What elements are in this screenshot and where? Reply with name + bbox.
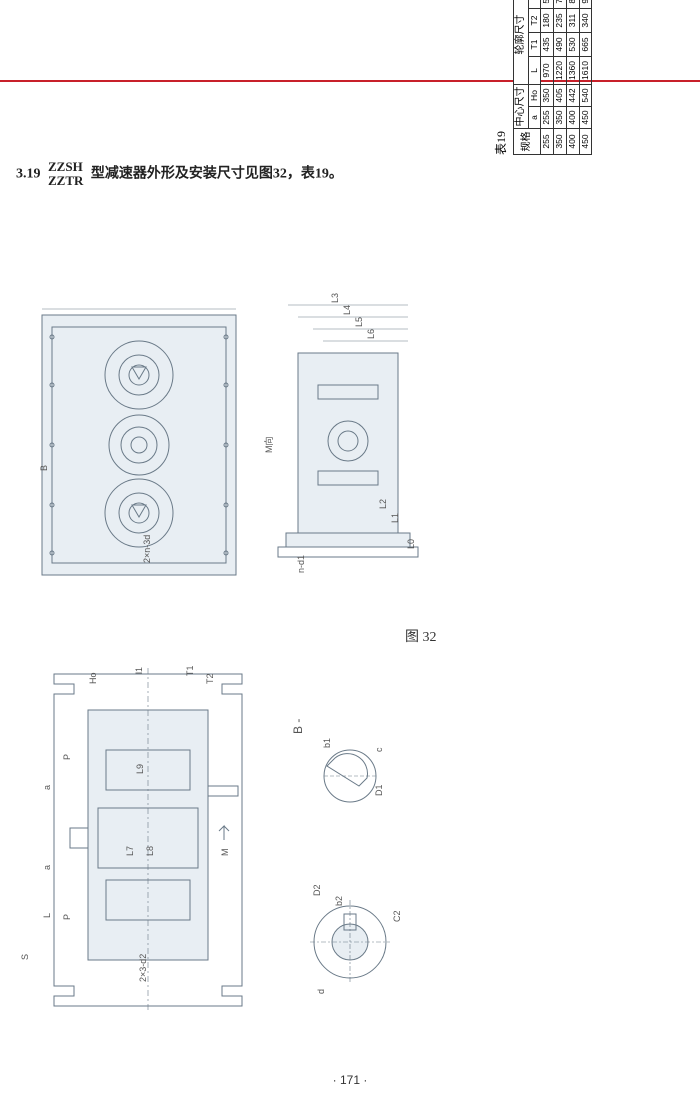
col-group-center: 中心尺寸 xyxy=(514,85,529,129)
table-cell: 560 xyxy=(541,0,554,9)
drawing-section-view: L3 L4 L5 L6 L2 L1 L0 n-d1 M向 xyxy=(258,293,428,593)
dim-nd1: n-d1 xyxy=(296,555,306,573)
table-cell: 435 xyxy=(541,33,554,57)
section-title-cn: 型减速器外形及安装尺寸见图32，表19。 xyxy=(91,167,343,182)
spec-table-wrap: 表19 单位：mm 规格 中心尺寸 轮廓尺寸 n1-d1 K 地脚螺栓 法兰连接… xyxy=(492,0,592,155)
dim-a2: a xyxy=(42,865,52,870)
table-cell: 350 xyxy=(554,107,567,129)
table-cell: 490 xyxy=(554,33,567,57)
table-cell: 255 xyxy=(541,129,554,155)
table-cell: 970 xyxy=(541,57,554,85)
top-red-rule xyxy=(0,80,700,82)
dim-l1: l1 xyxy=(134,667,144,674)
dim-L7: L7 xyxy=(125,846,135,856)
dim-S: S xyxy=(20,954,30,960)
dim-L9: L9 xyxy=(135,764,145,774)
dim-P2: P xyxy=(62,914,72,920)
table-cell: 1220 xyxy=(554,57,567,85)
table-cell: 400 xyxy=(566,107,579,129)
table-cell: 540 xyxy=(579,85,592,107)
dim-L8: L8 xyxy=(145,846,155,856)
dim-M-dir: M向 xyxy=(263,437,274,454)
dim-L4: L4 xyxy=(342,305,352,315)
dim-L: L xyxy=(42,913,52,918)
table-cell: 311 xyxy=(566,9,579,33)
dim-L6: L6 xyxy=(366,329,376,339)
drawing-detail-bb: B - B b1 c D1 xyxy=(290,718,410,828)
col-L: L xyxy=(528,57,541,85)
table-row: 25525535097043518056012-1818425350120545… xyxy=(541,0,554,155)
table-row: 400400442136053031183012-262460050014081… xyxy=(566,0,579,155)
table-caption: 表19 单位：mm xyxy=(492,0,509,155)
table-header-groups: 规格 中心尺寸 轮廓尺寸 n1-d1 K 地脚螺栓 法兰连接 高速轴伸 低速轴伸… xyxy=(514,0,529,155)
dim-M: M xyxy=(220,849,230,857)
dim-T2: T2 xyxy=(205,673,215,684)
dim-b1: b1 xyxy=(322,738,332,748)
table-cell: 1610 xyxy=(579,57,592,85)
dim-C2: C2 xyxy=(392,910,402,922)
detail-bb-title: B - B xyxy=(291,718,305,734)
table-cell: 450 xyxy=(579,129,592,155)
drawing-plan-view: S L a P a P l1 T1 T2 Ho L7 L8 L9 M 2×3-d… xyxy=(18,660,278,1020)
col-T1: T1 xyxy=(528,33,541,57)
section-heading: 3.19 ZZSH ZZTR 型减速器外形及安装尺寸见图32，表19。 xyxy=(16,160,343,189)
dim-label-2n3d: 2×n-3d xyxy=(142,535,152,563)
model-line-2: ZZTR xyxy=(48,173,83,188)
section-number: 3.19 xyxy=(16,167,41,182)
table-cell: 450 xyxy=(579,107,592,129)
table-cell: 442 xyxy=(566,85,579,107)
table-body: 25525535097043518056012-1818425350120545… xyxy=(541,0,592,155)
table-cell: 830 xyxy=(566,0,579,9)
drawing-detail-shaft: D2 b2 C2 d xyxy=(280,870,420,1010)
figure-caption: 图 32 xyxy=(405,626,437,646)
table-cell: 530 xyxy=(566,33,579,57)
dim-P1: P xyxy=(62,754,72,760)
table-cell: 255 xyxy=(541,107,554,129)
col-B: B xyxy=(528,0,541,9)
col-a: a xyxy=(528,107,541,129)
table-cell: 405 xyxy=(554,85,567,107)
dim-a1: a xyxy=(42,785,52,790)
table-cell: 350 xyxy=(541,85,554,107)
col-group-outline: 轮廓尺寸 xyxy=(514,0,529,85)
dim-D2: D2 xyxy=(312,884,322,896)
col-group-spec: 规格 xyxy=(514,129,541,155)
table-cell: 350 xyxy=(554,129,567,155)
spec-table: 规格 中心尺寸 轮廓尺寸 n1-d1 K 地脚螺栓 法兰连接 高速轴伸 低速轴伸… xyxy=(513,0,592,155)
table-cell: 730 xyxy=(554,0,567,9)
dim-L3: L3 xyxy=(330,293,340,303)
table-row: 350350405122049023573012-222053545014071… xyxy=(554,0,567,155)
dim-d: d xyxy=(316,989,326,994)
table-cell: 340 xyxy=(579,9,592,33)
dim-c: c xyxy=(374,747,384,752)
dim-L2: L2 xyxy=(378,499,388,509)
col-Ho: Ho xyxy=(528,85,541,107)
table-cell: 400 xyxy=(566,129,579,155)
dim-D1: D1 xyxy=(374,784,384,796)
table-cell: 940 xyxy=(579,0,592,9)
dim-L0: L0 xyxy=(406,539,416,549)
dim-b2: b2 xyxy=(334,896,344,906)
table-caption-left: 表19 xyxy=(492,131,509,155)
table-cell: 235 xyxy=(554,9,567,33)
dim-label-B: B xyxy=(39,465,49,471)
model-codes: ZZSH ZZTR xyxy=(48,160,83,189)
model-line-1: ZZSH xyxy=(48,159,83,174)
dim-L1: L1 xyxy=(390,513,400,523)
table-cell: 665 xyxy=(579,33,592,57)
drawing-front-view: B 2×n-3d xyxy=(30,305,248,585)
table-cell: 180 xyxy=(541,9,554,33)
dim-Ho: Ho xyxy=(88,672,98,684)
dim-2x3d2: 2×3-d2 xyxy=(138,954,148,982)
page-number: · 171 · xyxy=(0,1073,700,1087)
dim-T1: T1 xyxy=(185,665,195,676)
dim-L5: L5 xyxy=(354,317,364,327)
col-T2: T2 xyxy=(528,9,541,33)
table-row: 450450540161066534094012-322811005602009… xyxy=(579,0,592,155)
table-cell: 1360 xyxy=(566,57,579,85)
